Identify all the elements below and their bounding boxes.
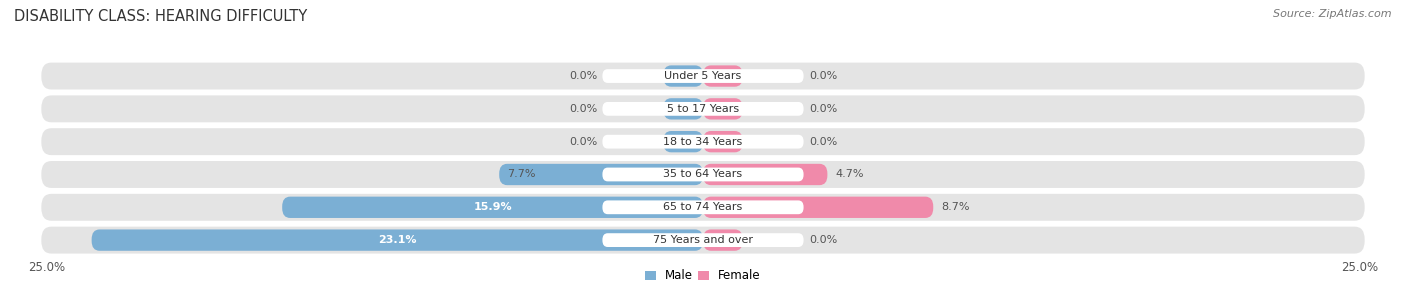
Text: 0.0%: 0.0%	[569, 104, 598, 114]
Legend: Male, Female: Male, Female	[645, 269, 761, 282]
Text: 0.0%: 0.0%	[808, 104, 837, 114]
FancyBboxPatch shape	[602, 69, 804, 83]
Text: 23.1%: 23.1%	[378, 235, 416, 245]
FancyBboxPatch shape	[664, 98, 703, 119]
Text: 15.9%: 15.9%	[474, 202, 512, 212]
FancyBboxPatch shape	[703, 65, 742, 87]
Text: 18 to 34 Years: 18 to 34 Years	[664, 137, 742, 147]
FancyBboxPatch shape	[41, 194, 1365, 221]
Text: 75 Years and over: 75 Years and over	[652, 235, 754, 245]
FancyBboxPatch shape	[499, 164, 703, 185]
Text: 65 to 74 Years: 65 to 74 Years	[664, 202, 742, 212]
Text: DISABILITY CLASS: HEARING DIFFICULTY: DISABILITY CLASS: HEARING DIFFICULTY	[14, 9, 308, 24]
FancyBboxPatch shape	[703, 131, 742, 152]
Text: 7.7%: 7.7%	[508, 170, 536, 179]
Text: 35 to 64 Years: 35 to 64 Years	[664, 170, 742, 179]
Text: Under 5 Years: Under 5 Years	[665, 71, 741, 81]
FancyBboxPatch shape	[41, 227, 1365, 254]
FancyBboxPatch shape	[602, 200, 804, 214]
FancyBboxPatch shape	[41, 63, 1365, 89]
Text: 0.0%: 0.0%	[808, 137, 837, 147]
FancyBboxPatch shape	[664, 131, 703, 152]
FancyBboxPatch shape	[703, 164, 827, 185]
FancyBboxPatch shape	[602, 135, 804, 149]
FancyBboxPatch shape	[41, 95, 1365, 122]
Text: 8.7%: 8.7%	[941, 202, 970, 212]
Text: 25.0%: 25.0%	[28, 261, 65, 275]
FancyBboxPatch shape	[602, 233, 804, 247]
FancyBboxPatch shape	[41, 128, 1365, 155]
FancyBboxPatch shape	[602, 168, 804, 181]
Text: 0.0%: 0.0%	[569, 137, 598, 147]
FancyBboxPatch shape	[602, 102, 804, 116]
FancyBboxPatch shape	[664, 65, 703, 87]
Text: 5 to 17 Years: 5 to 17 Years	[666, 104, 740, 114]
Text: 0.0%: 0.0%	[808, 235, 837, 245]
Text: 4.7%: 4.7%	[835, 170, 863, 179]
FancyBboxPatch shape	[703, 197, 934, 218]
Text: 0.0%: 0.0%	[808, 71, 837, 81]
FancyBboxPatch shape	[283, 197, 703, 218]
FancyBboxPatch shape	[41, 161, 1365, 188]
FancyBboxPatch shape	[91, 230, 703, 251]
Text: 25.0%: 25.0%	[1341, 261, 1378, 275]
FancyBboxPatch shape	[703, 98, 742, 119]
Text: 0.0%: 0.0%	[569, 71, 598, 81]
FancyBboxPatch shape	[703, 230, 742, 251]
Text: Source: ZipAtlas.com: Source: ZipAtlas.com	[1274, 9, 1392, 19]
